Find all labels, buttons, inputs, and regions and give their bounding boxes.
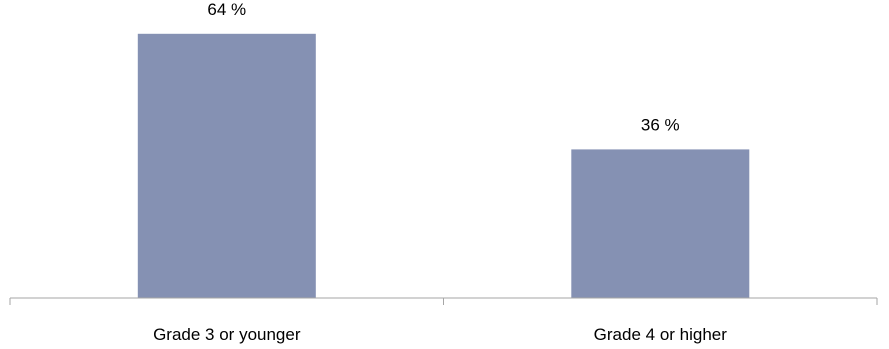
value-label-2: 36 % bbox=[641, 115, 680, 134]
category-label-2: Grade 4 or higher bbox=[594, 325, 728, 344]
bar-1 bbox=[137, 33, 316, 299]
bar-2 bbox=[571, 149, 750, 298]
category-label-1: Grade 3 or younger bbox=[153, 325, 301, 344]
value-label-1: 64 % bbox=[207, 0, 246, 19]
